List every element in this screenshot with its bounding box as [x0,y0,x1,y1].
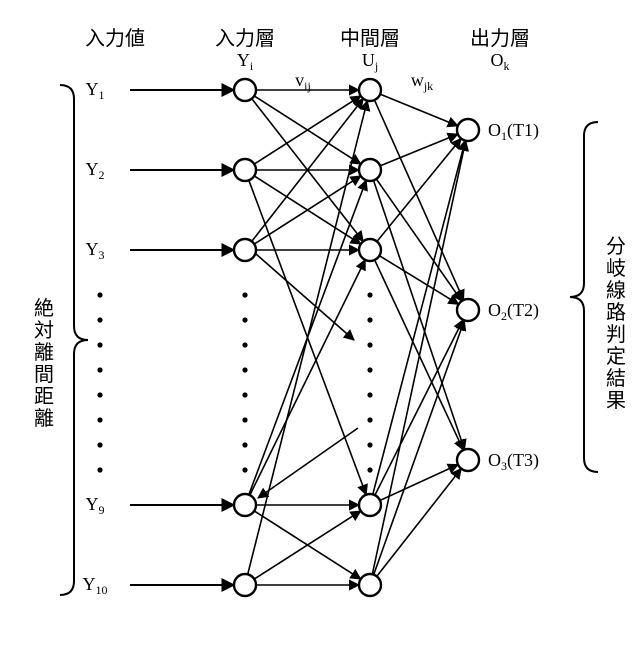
right-caption: 岐 [606,257,626,280]
dot [97,417,102,422]
column-subheader: Uj [362,50,378,73]
dot [97,317,102,322]
edges [130,90,466,585]
input-node [234,159,256,181]
nodes [234,79,479,596]
dot [367,292,372,297]
output-label: O1(T1) [488,120,539,143]
weight-label: wjk [411,70,433,93]
edge [250,260,365,495]
dot [367,442,372,447]
edge [376,179,461,301]
output-label: O3(T3) [488,450,539,473]
edge [258,428,358,498]
input-node [234,494,256,516]
right-brace [570,122,598,472]
right-caption: 線 [606,279,626,302]
column-header: 入力層 [215,27,275,50]
hidden-node [359,494,381,516]
input-label: Y9 [86,494,105,517]
edge [380,94,458,126]
left-caption: 間 [34,364,54,386]
left-caption: 離 [34,407,54,430]
left-caption: 距 [34,386,54,408]
right-caption: 判 [606,323,626,346]
weight-label: vij [295,70,311,93]
input-label: Y2 [86,159,105,182]
dot [242,367,247,372]
input-node [234,79,256,101]
input-node [234,574,256,596]
right-caption: 果 [606,390,626,412]
output-node [457,119,479,141]
dot [97,392,102,397]
dot [97,367,102,372]
column-subheader: Ok [491,50,510,73]
left-caption: 対 [34,319,54,342]
left-brace [60,85,88,595]
output-label: O2(T2) [488,300,539,323]
right-caption: 分 [606,235,626,258]
dot [367,417,372,422]
edge [377,139,461,242]
dot [242,442,247,447]
column-subheader: Yi [237,50,254,73]
dot [97,292,102,297]
left-caption: 絶 [34,297,54,320]
output-node [457,299,479,321]
dot [242,317,247,322]
edge [377,469,461,577]
dot [367,467,372,472]
edge [256,254,354,340]
dot [367,367,372,372]
hidden-node [359,239,381,261]
column-header: 入力値 [85,27,145,50]
dot [242,342,247,347]
column-header: 出力層 [470,27,530,50]
column-header: 中間層 [340,27,400,50]
dot [367,342,372,347]
input-label: Y10 [83,574,108,597]
input-node [234,239,256,261]
dot [242,292,247,297]
right-caption: 路 [606,301,626,324]
input-label: Y3 [86,239,105,262]
dot [367,392,372,397]
dot [97,442,102,447]
output-node [457,449,479,471]
input-label: Y1 [86,79,105,102]
edge [248,101,368,575]
dot [367,317,372,322]
left-caption: 離 [34,341,54,364]
dot [242,417,247,422]
dot [97,467,102,472]
dot [242,467,247,472]
hidden-node [359,79,381,101]
hidden-node [359,574,381,596]
dot [97,342,102,347]
hidden-node [359,159,381,181]
right-caption: 定 [606,345,626,368]
dot [242,392,247,397]
right-caption: 結 [606,367,626,390]
